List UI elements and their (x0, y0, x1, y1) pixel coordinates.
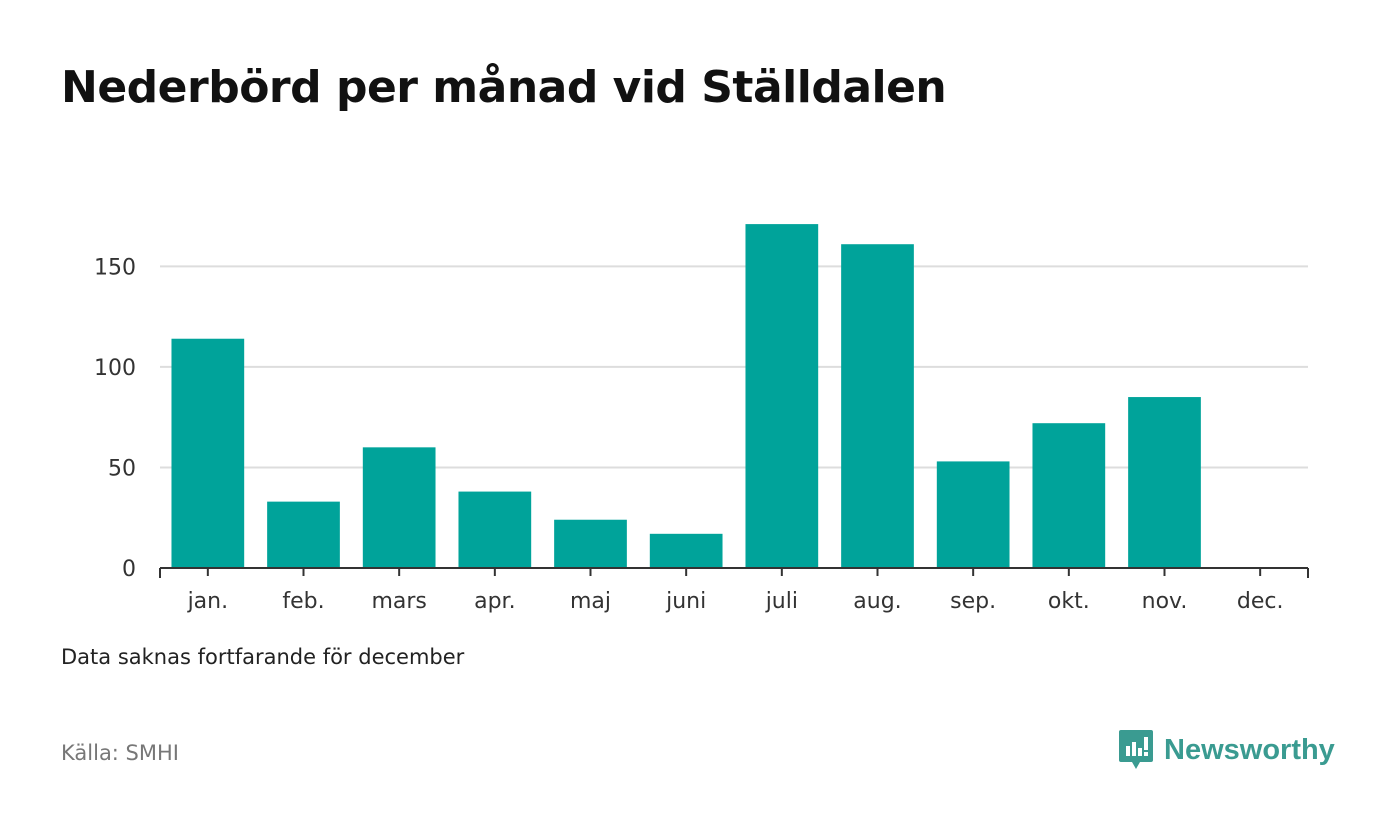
y-tick-label: 50 (108, 456, 136, 481)
x-tick-label: maj (570, 589, 611, 614)
x-tick-label: juli (765, 589, 798, 614)
bars (171, 224, 1201, 568)
brand-name: Newsworthy (1164, 733, 1335, 766)
bar-apr (458, 491, 532, 568)
x-tick-label: sep. (950, 589, 996, 614)
footnote: Data saknas fortfarande för december (61, 645, 465, 669)
x-tick-label: nov. (1142, 589, 1188, 614)
x-tick-label: aug. (853, 589, 901, 614)
y-tick-label: 0 (122, 557, 136, 582)
x-axis-ticks: jan. feb. mars apr. maj juni juli aug. sep. okt. n… (187, 589, 1284, 614)
bar-sep (936, 461, 1010, 568)
bar-jan (171, 338, 245, 568)
x-tick-label: mars (371, 589, 426, 614)
y-axis-ticks: 0 50 100 150 (94, 255, 136, 582)
bar-nov (1128, 397, 1201, 568)
bar-okt (1032, 423, 1106, 568)
chart-title: Nederbörd per månad vid Ställdalen (61, 62, 947, 113)
x-tick-label: okt. (1048, 589, 1090, 614)
x-tick-label: feb. (282, 589, 324, 614)
x-tick-label: jan. (187, 589, 229, 614)
bar-maj (554, 519, 627, 568)
newsworthy-logo-icon (1119, 730, 1153, 769)
x-tick-label: juni (665, 589, 706, 614)
y-tick-label: 150 (94, 255, 136, 280)
x-tick-label: apr. (474, 589, 515, 614)
bar-juli (745, 224, 819, 568)
y-tick-label: 100 (94, 356, 136, 381)
x-axis (159, 567, 1309, 578)
source-text: Källa: SMHI (61, 741, 179, 765)
grid-lines (160, 265, 1308, 469)
bar-aug (841, 244, 914, 568)
bar-mars (362, 447, 436, 568)
brand-logo[interactable]: Newsworthy (1118, 728, 1335, 772)
bar-feb (267, 501, 340, 568)
bar-juni (649, 533, 723, 568)
x-tick-label: dec. (1237, 589, 1284, 614)
